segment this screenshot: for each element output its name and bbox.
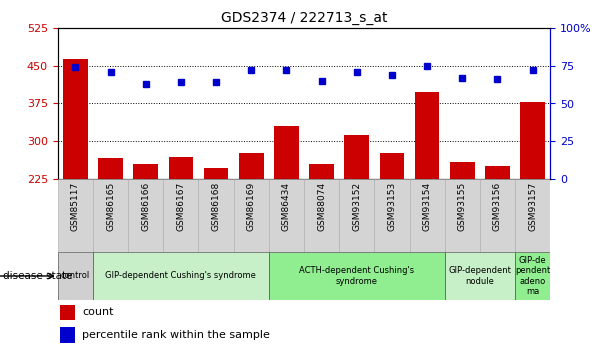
Bar [415, 92, 440, 179]
Bar [379, 152, 404, 179]
Text: GSM85117: GSM85117 [71, 181, 80, 231]
Text: GIP-dependent
nodule: GIP-dependent nodule [449, 266, 511, 286]
Bar [345, 135, 369, 179]
Text: count: count [82, 307, 114, 317]
Bar [58, 252, 93, 300]
Bar [58, 179, 93, 252]
Bar [198, 179, 233, 252]
Text: GSM93157: GSM93157 [528, 181, 537, 231]
Text: GSM86165: GSM86165 [106, 181, 115, 231]
Bar [485, 166, 510, 179]
Bar [128, 179, 164, 252]
Bar [274, 126, 299, 179]
Bar [515, 179, 550, 252]
Bar [164, 179, 198, 252]
Text: GSM86169: GSM86169 [247, 181, 256, 231]
Bar [269, 252, 444, 300]
Bar [93, 252, 269, 300]
Bar [93, 179, 128, 252]
Text: GIP-dependent Cushing's syndrome: GIP-dependent Cushing's syndrome [105, 272, 257, 280]
Text: GSM93155: GSM93155 [458, 181, 467, 231]
Text: percentile rank within the sample: percentile rank within the sample [82, 330, 271, 340]
Text: GSM86434: GSM86434 [282, 181, 291, 230]
Bar [60, 327, 75, 343]
Text: GSM86167: GSM86167 [176, 181, 185, 231]
Text: control: control [61, 272, 90, 280]
Bar [269, 179, 304, 252]
Bar [515, 252, 550, 300]
Bar [98, 158, 123, 179]
Bar [133, 164, 158, 179]
Bar [444, 179, 480, 252]
Title: GDS2374 / 222713_s_at: GDS2374 / 222713_s_at [221, 11, 387, 25]
Bar [309, 164, 334, 179]
Bar [339, 179, 375, 252]
Bar [63, 59, 88, 179]
Bar [410, 179, 444, 252]
Text: GSM88074: GSM88074 [317, 181, 326, 231]
Text: ACTH-dependent Cushing's
syndrome: ACTH-dependent Cushing's syndrome [299, 266, 414, 286]
Bar [233, 179, 269, 252]
Bar [480, 179, 515, 252]
Text: GIP-de
pendent
adeno
ma: GIP-de pendent adeno ma [515, 256, 550, 296]
Bar [239, 152, 263, 179]
Bar [60, 305, 75, 320]
Bar [444, 252, 515, 300]
Text: GSM93156: GSM93156 [493, 181, 502, 231]
Text: GSM93154: GSM93154 [423, 181, 432, 231]
Bar [204, 168, 229, 179]
Bar [375, 179, 410, 252]
Text: GSM86166: GSM86166 [141, 181, 150, 231]
Text: GSM93152: GSM93152 [352, 181, 361, 231]
Text: GSM86168: GSM86168 [212, 181, 221, 231]
Bar [304, 179, 339, 252]
Bar [450, 162, 475, 179]
Bar [520, 102, 545, 179]
Text: GSM93153: GSM93153 [387, 181, 396, 231]
Text: disease state: disease state [3, 271, 72, 281]
Bar [168, 157, 193, 179]
